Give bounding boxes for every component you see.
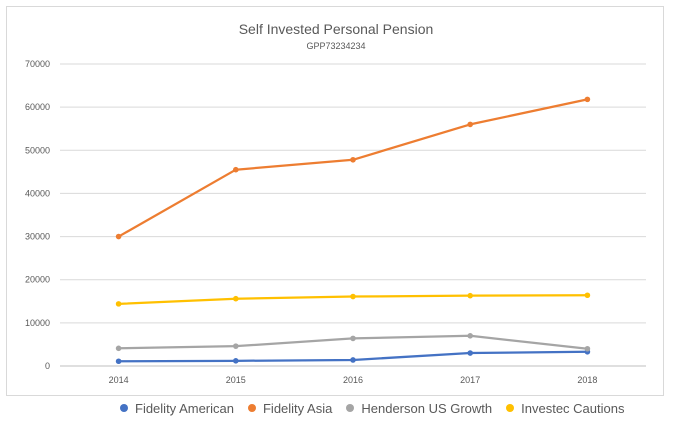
data-point <box>585 292 591 298</box>
legend-item: Fidelity Asia <box>248 401 332 416</box>
data-point <box>116 234 122 240</box>
data-point <box>467 293 473 299</box>
data-point <box>350 336 356 342</box>
x-axis: 2014 2015 2016 2017 2018 <box>109 375 598 385</box>
y-tick-label: 70000 <box>25 59 50 69</box>
series-fidelity-asia <box>116 97 590 240</box>
y-tick-label: 0 <box>45 361 50 371</box>
x-tick-label: 2017 <box>460 375 480 385</box>
legend-marker <box>248 404 256 412</box>
legend: Fidelity American Fidelity Asia Henderson … <box>120 399 680 417</box>
y-tick-label: 10000 <box>25 318 50 328</box>
y-axis: 0 10000 20000 30000 40000 50000 60000 70000 <box>25 59 50 371</box>
series-lines <box>116 97 590 364</box>
y-tick-label: 30000 <box>25 232 50 242</box>
data-point <box>233 167 239 173</box>
data-point <box>585 346 591 352</box>
data-point <box>350 294 356 300</box>
series-fidelity-american <box>116 349 590 364</box>
data-point <box>233 358 239 364</box>
gridlines <box>60 64 646 366</box>
data-point <box>233 296 239 302</box>
legend-marker <box>506 404 514 412</box>
data-point <box>116 358 122 364</box>
y-tick-label: 40000 <box>25 188 50 198</box>
legend-item: Henderson US Growth <box>346 401 492 416</box>
series-henderson-us-growth <box>116 333 590 352</box>
legend-item: Fidelity American <box>120 401 234 416</box>
data-point <box>585 97 591 103</box>
data-point <box>116 301 122 307</box>
y-tick-label: 20000 <box>25 275 50 285</box>
data-point <box>467 350 473 356</box>
series-investec-cautions <box>116 292 590 306</box>
data-point <box>467 122 473 128</box>
chart-title: Self Invested Personal Pension <box>239 21 434 37</box>
data-point <box>350 157 356 163</box>
series-line <box>119 99 588 236</box>
chart-subtitle: GPP73234234 <box>306 41 365 51</box>
legend-marker <box>346 404 354 412</box>
y-tick-label: 60000 <box>25 102 50 112</box>
x-tick-label: 2016 <box>343 375 363 385</box>
x-tick-label: 2015 <box>226 375 246 385</box>
x-tick-label: 2014 <box>109 375 129 385</box>
data-point <box>116 346 122 352</box>
legend-label: Henderson US Growth <box>361 401 492 416</box>
legend-label: Investec Cautions <box>521 401 624 416</box>
legend-label: Fidelity American <box>135 401 234 416</box>
y-tick-label: 50000 <box>25 145 50 155</box>
legend-label: Fidelity Asia <box>263 401 332 416</box>
data-point <box>233 343 239 349</box>
data-point <box>350 357 356 363</box>
data-point <box>467 333 473 339</box>
legend-item: Investec Cautions <box>506 401 624 416</box>
x-tick-label: 2018 <box>577 375 597 385</box>
legend-marker <box>120 404 128 412</box>
